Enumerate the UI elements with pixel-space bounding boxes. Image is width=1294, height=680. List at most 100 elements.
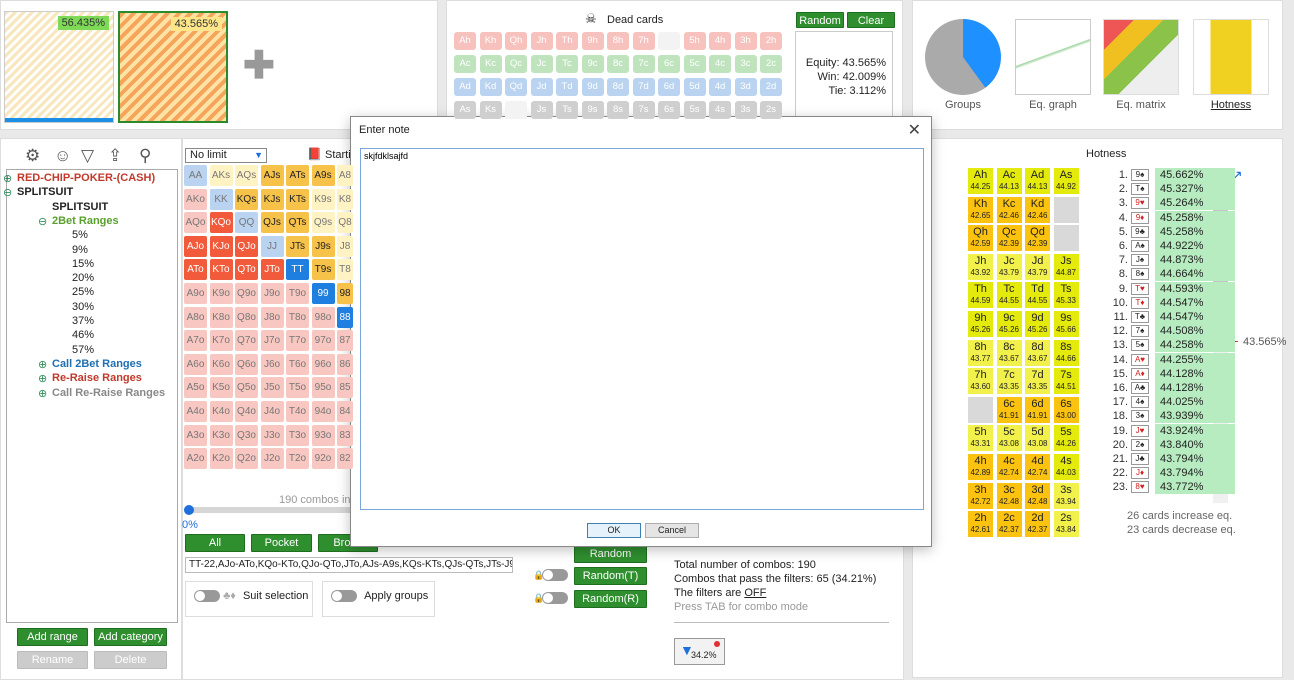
dead-card[interactable]: 5s: [683, 101, 706, 119]
range-cell[interactable]: AKo: [184, 188, 207, 210]
hotness-cell[interactable]: 2h 42.61: [968, 511, 993, 538]
hotness-cell[interactable]: 5c 43.08: [996, 425, 1022, 452]
dead-card[interactable]: 3d: [734, 78, 757, 96]
range-cell[interactable]: AJs: [260, 165, 284, 186]
tab-hotness[interactable]: Hotness: [1193, 19, 1269, 111]
hotness-cell[interactable]: [1053, 225, 1079, 252]
dead-card[interactable]: 4h: [709, 32, 731, 50]
range-cell[interactable]: K7o: [209, 330, 233, 352]
range-cell[interactable]: J9o: [260, 283, 284, 304]
dead-card[interactable]: Jh: [530, 32, 553, 50]
tree-item[interactable]: 15%: [72, 258, 94, 270]
dead-card[interactable]: 8h: [607, 32, 629, 50]
range-cell[interactable]: T9s: [311, 259, 335, 281]
all-button[interactable]: All: [185, 534, 245, 552]
add-category-button[interactable]: Add category: [94, 628, 167, 646]
tree-item[interactable]: 20%: [72, 272, 94, 284]
hotness-cell[interactable]: 6d 41.91: [1025, 396, 1050, 423]
range-cell[interactable]: KTo: [209, 259, 233, 281]
hotness-list-row[interactable]: 3. 9♥ 45.264%: [1110, 196, 1235, 211]
dead-card[interactable]: Kc: [479, 55, 502, 73]
range-cell[interactable]: A9s: [311, 165, 335, 186]
dead-card[interactable]: 7h: [632, 32, 655, 50]
tree-item[interactable]: SPLITSUIT: [52, 201, 108, 213]
expand-icon[interactable]: ⊕: [38, 387, 48, 400]
dead-card[interactable]: 8c: [607, 55, 629, 73]
hotness-cell[interactable]: Jc 43.79: [996, 253, 1022, 280]
dead-card[interactable]: 4d: [709, 78, 731, 96]
tree-item[interactable]: 37%: [72, 315, 94, 327]
range-cell[interactable]: QJo: [235, 235, 258, 257]
collapse-icon[interactable]: ⊖: [3, 187, 13, 200]
pocket-button[interactable]: Pocket: [251, 534, 312, 552]
suit-selection-toggle[interactable]: [194, 590, 220, 603]
range-cell[interactable]: T2o: [286, 448, 309, 470]
range-cell[interactable]: Q8: [337, 212, 353, 234]
range-cell[interactable]: QTo: [235, 259, 258, 281]
range-cell[interactable]: J5o: [260, 377, 284, 399]
dead-card[interactable]: [505, 101, 527, 119]
dead-card[interactable]: 9d: [581, 78, 604, 96]
hotness-cell[interactable]: Kd 42.46: [1025, 196, 1050, 223]
random-r-lock-toggle[interactable]: [542, 592, 568, 604]
range-cell[interactable]: T8o: [286, 306, 309, 328]
range-cell[interactable]: 96o: [311, 353, 335, 375]
range-cell[interactable]: Q6o: [235, 353, 258, 375]
range-cell[interactable]: JTs: [286, 235, 309, 257]
hotness-cell[interactable]: Kc 42.46: [996, 196, 1022, 223]
hotness-cell[interactable]: 4h 42.89: [968, 454, 993, 480]
export-icon[interactable]: ⇪: [108, 146, 123, 165]
range-cell[interactable]: A2o: [184, 448, 207, 470]
range-cell[interactable]: J8: [337, 235, 353, 257]
range-cell[interactable]: Q8o: [235, 306, 258, 328]
range-cell[interactable]: A9o: [184, 283, 207, 304]
hotness-list-row[interactable]: 18. 3♠ 43.939%: [1110, 409, 1235, 424]
hotness-list-row[interactable]: 17. 4♠ 44.025%: [1110, 395, 1235, 410]
filter-button[interactable]: ▼ 34.2%: [674, 638, 725, 665]
hotness-cell[interactable]: Tc 44.55: [996, 282, 1022, 309]
dead-card[interactable]: 5h: [683, 32, 706, 50]
range-cell[interactable]: 97o: [311, 330, 335, 352]
range-cell[interactable]: 83: [337, 424, 353, 446]
range-cell[interactable]: J2o: [260, 448, 284, 470]
hotness-cell[interactable]: Ac 44.13: [996, 168, 1022, 194]
dead-card[interactable]: 9s: [581, 101, 604, 119]
expand-icon[interactable]: ⊕: [3, 173, 13, 185]
hotness-list-row[interactable]: 8. 8♠ 44.664%: [1110, 267, 1235, 282]
weight-slider[interactable]: [184, 505, 355, 515]
dead-card[interactable]: [658, 32, 680, 50]
dead-card[interactable]: 7d: [632, 78, 655, 96]
dead-card[interactable]: 2h: [760, 32, 782, 50]
tab-eq-matrix[interactable]: Eq. matrix: [1103, 19, 1179, 111]
hotness-cell[interactable]: [968, 396, 993, 423]
dead-card[interactable]: Kd: [479, 78, 502, 96]
range-cell[interactable]: 98: [337, 283, 353, 304]
range-cell[interactable]: T6o: [286, 353, 309, 375]
hotness-cell[interactable]: 4d 42.74: [1025, 454, 1050, 480]
external-link-icon[interactable]: ↗: [1231, 167, 1243, 183]
range-cell[interactable]: Q4o: [235, 401, 258, 422]
random-t-lock-toggle[interactable]: [542, 569, 568, 581]
hotness-cell[interactable]: 3d 42.48: [1025, 482, 1050, 509]
dead-card[interactable]: Qc: [505, 55, 527, 73]
hotness-cell[interactable]: 3s 43.94: [1053, 482, 1079, 509]
range-cell[interactable]: 86: [337, 353, 353, 375]
tree-item[interactable]: ⊖ 2Bet Ranges: [38, 215, 119, 228]
range-cell[interactable]: JTo: [260, 259, 284, 281]
range-cell[interactable]: 94o: [311, 401, 335, 422]
range-cell[interactable]: K6o: [209, 353, 233, 375]
hotness-cell[interactable]: Js 44.87: [1053, 253, 1079, 280]
hotness-list-row[interactable]: 11. T♣ 44.547%: [1110, 310, 1235, 324]
hotness-cell[interactable]: 7h 43.60: [968, 368, 993, 395]
hotness-list-row[interactable]: 9. T♥ 44.593%: [1110, 281, 1235, 296]
dead-card[interactable]: Tc: [556, 55, 578, 73]
range-cell[interactable]: K3o: [209, 424, 233, 446]
lock-icon[interactable]: 🔒: [533, 593, 545, 603]
hotness-cell[interactable]: Td 44.55: [1025, 282, 1050, 309]
hotness-list-row[interactable]: 19. J♥ 43.924%: [1110, 423, 1235, 438]
cancel-button[interactable]: Cancel: [645, 523, 699, 538]
hotness-list-row[interactable]: 21. J♣ 43.794%: [1110, 452, 1235, 466]
range-cell[interactable]: Q2o: [235, 448, 258, 470]
hotness-cell[interactable]: 3h 42.72: [968, 482, 993, 509]
hotness-cell[interactable]: 2d 42.37: [1025, 511, 1050, 538]
